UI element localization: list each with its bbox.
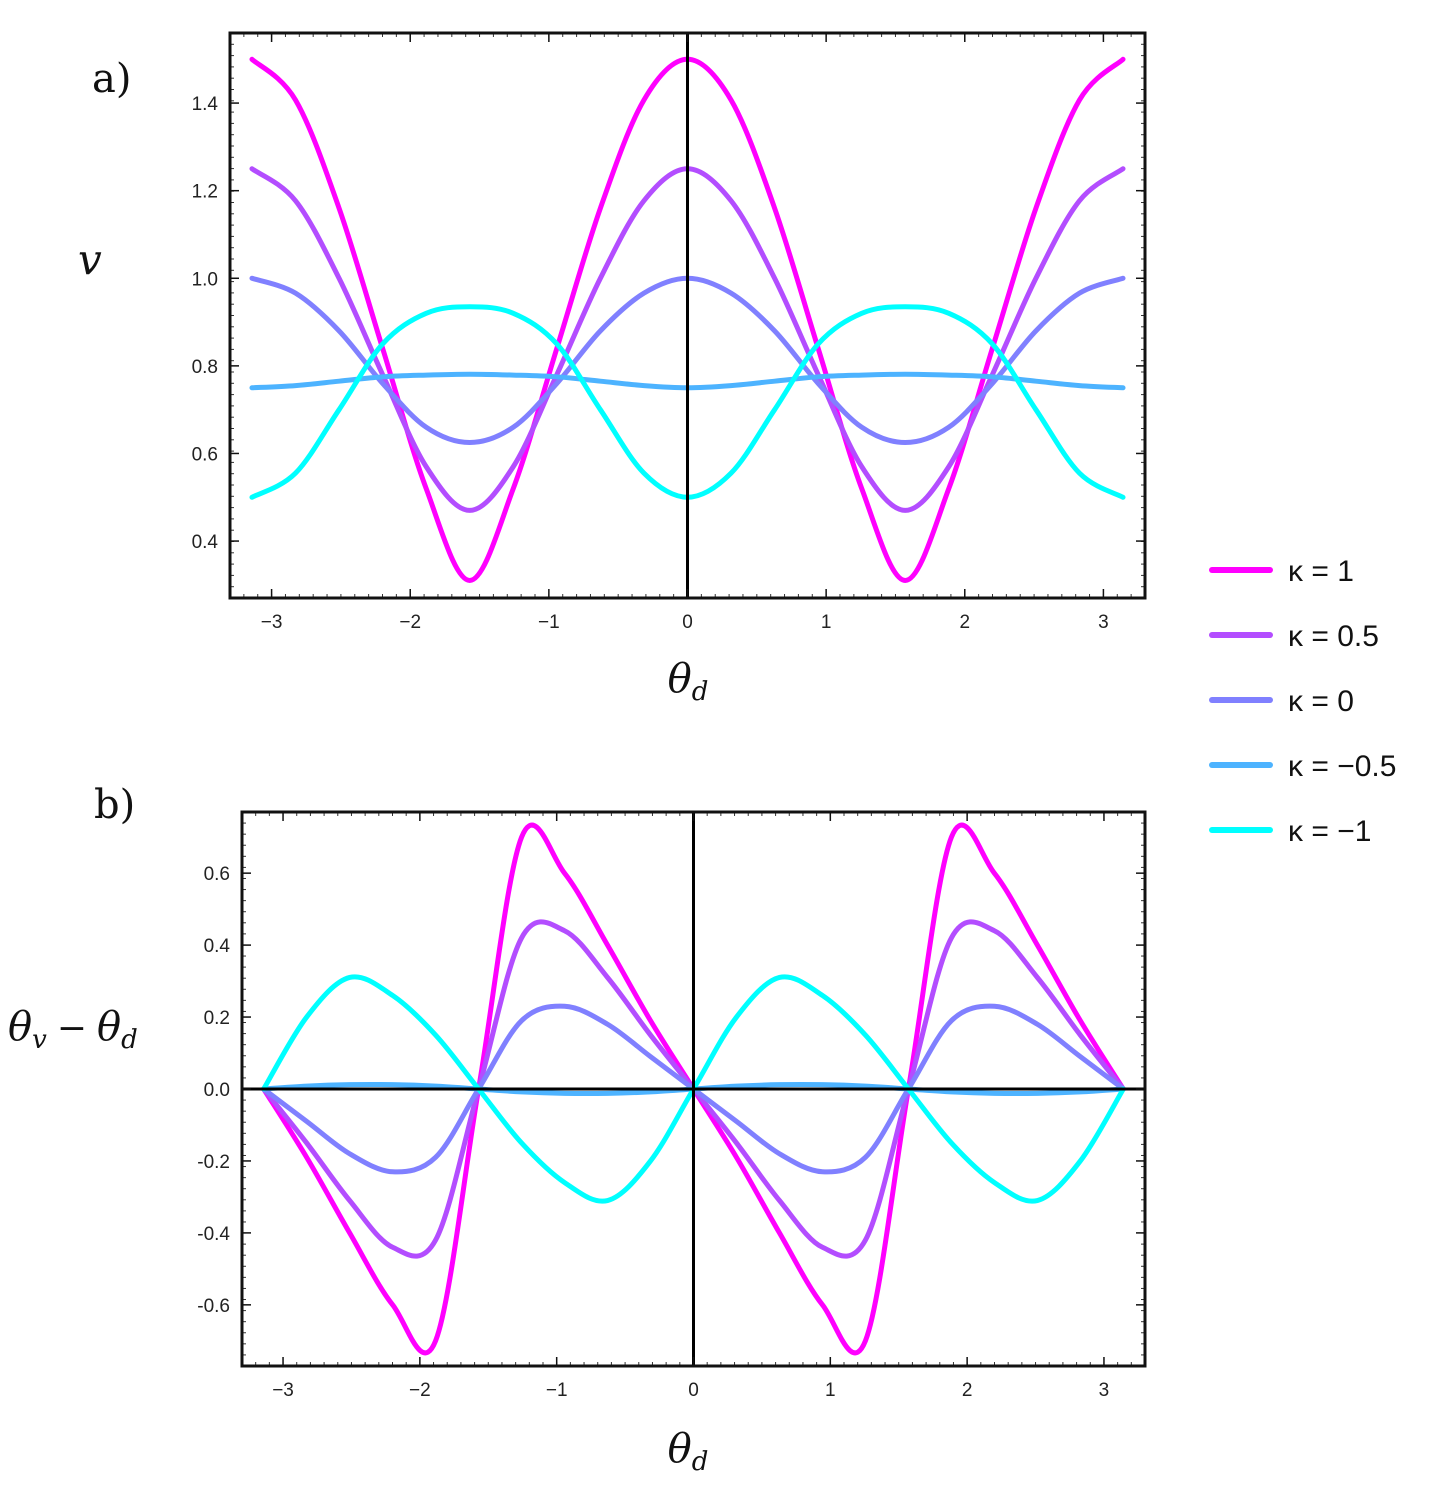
x-tick-label: 2 <box>959 612 970 633</box>
panel-a-x-axis-label-base: θ <box>668 656 692 702</box>
panel-a-label: a) <box>92 56 131 102</box>
panel-b-x-axis-label-base: θ <box>668 1426 692 1472</box>
x-tick-label: 3 <box>1098 612 1109 633</box>
x-tick-label: −2 <box>399 612 421 633</box>
panel-b-y-label-base1: θ <box>8 1004 32 1050</box>
legend-label: κ = −0.5 <box>1288 750 1396 783</box>
panel-b-y-label-sub2: d <box>121 1025 138 1055</box>
panel-b-y-label-minus: − <box>57 1008 87 1049</box>
legend-label: κ = 1 <box>1288 555 1354 588</box>
y-tick-label: -0.6 <box>197 1296 230 1317</box>
x-tick-label: 0 <box>682 612 693 633</box>
y-tick-label: 1.2 <box>192 182 218 203</box>
legend-entry: κ = −0.5 <box>1209 750 1396 783</box>
y-tick-label: -0.2 <box>197 1152 230 1173</box>
y-tick-label: 1.0 <box>192 269 218 290</box>
panel-a-x-axis-label-sub: d <box>692 677 709 707</box>
x-tick-label: 1 <box>825 1380 836 1401</box>
x-tick-label: −1 <box>538 612 560 633</box>
panel-a-chart: a) v θd −3 −2 −1 0 1 2 3 0.4 0.6 0.8 1.0 1.2 1.4 <box>78 31 1147 707</box>
legend-entry: κ = 0 <box>1209 685 1354 718</box>
legend-label: κ = −1 <box>1288 815 1371 848</box>
x-tick-label: −3 <box>261 612 283 633</box>
panel-b-y-label-sub1: v <box>32 1025 47 1055</box>
x-tick-label: −2 <box>409 1380 431 1401</box>
panel-b-x-axis-label-sub: d <box>692 1447 709 1477</box>
panel-b-y-label-base2: θ <box>97 1004 121 1050</box>
legend-entry: κ = −1 <box>1209 815 1371 848</box>
y-tick-label: 0.4 <box>192 532 219 553</box>
y-tick-label: 1.4 <box>192 94 219 115</box>
x-tick-label: −1 <box>546 1380 568 1401</box>
panel-a-y-axis-label: v <box>78 235 102 284</box>
y-tick-label: 0.8 <box>192 357 218 378</box>
panel-b-label: b) <box>94 782 135 828</box>
legend-entry: κ = 1 <box>1209 555 1354 588</box>
panel-b-x-axis-label: θd <box>668 1426 709 1477</box>
y-tick-label: 0.6 <box>192 444 218 465</box>
y-tick-label: 0.6 <box>204 864 230 885</box>
panel-a-x-axis-label: θd <box>668 656 709 707</box>
y-tick-label: 0.0 <box>204 1080 230 1101</box>
x-tick-label: 2 <box>962 1380 973 1401</box>
y-tick-label: 0.4 <box>204 936 231 957</box>
x-tick-label: 3 <box>1099 1380 1110 1401</box>
x-tick-label: 0 <box>688 1380 699 1401</box>
x-tick-label: 1 <box>821 612 832 633</box>
panel-b-y-axis-label: θv − θd <box>8 1004 138 1055</box>
legend-label: κ = 0.5 <box>1288 620 1379 653</box>
panel-b-chart: b) θv − θd θd −3 −2 −1 0 1 2 3-0.6-0.4-0.20.00.2… <box>8 782 1147 1477</box>
x-tick-label: −3 <box>272 1380 294 1401</box>
y-tick-label: -0.4 <box>197 1224 230 1245</box>
legend-label: κ = 0 <box>1288 685 1354 718</box>
legend-entry: κ = 0.5 <box>1209 620 1379 653</box>
y-tick-label: 0.2 <box>204 1008 230 1029</box>
legend: κ = 1 κ = 0.5 κ = 0 κ = −0.5 κ = −1 <box>1209 555 1396 848</box>
